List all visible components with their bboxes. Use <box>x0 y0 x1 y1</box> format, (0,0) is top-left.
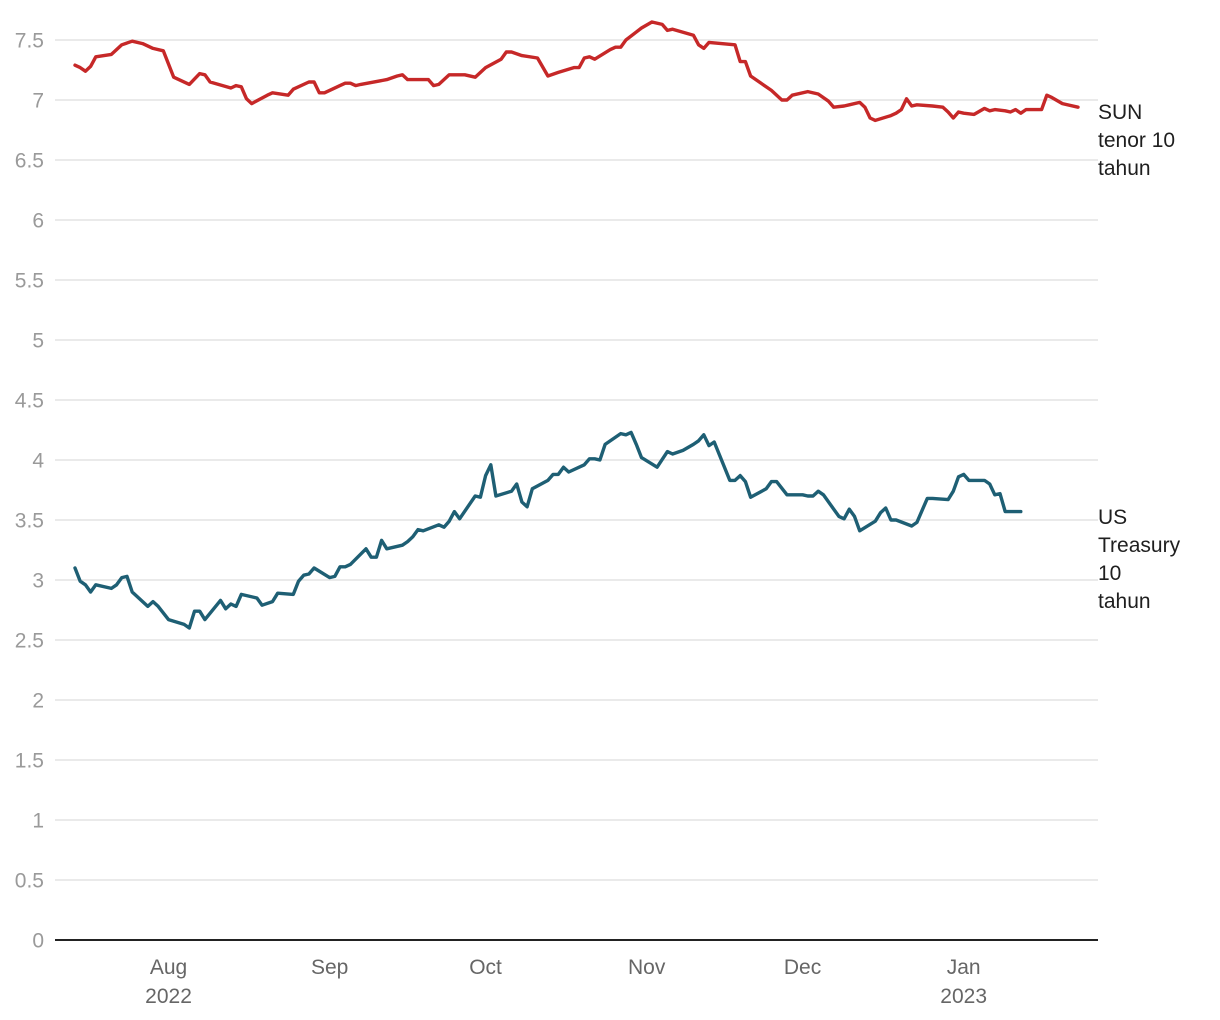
series-lines <box>73 20 1080 630</box>
y-tick-label: 6 <box>32 210 44 233</box>
y-tick-label: 2.5 <box>15 630 44 653</box>
ust-10y-line <box>73 430 1023 630</box>
x-tick-label: Aug <box>150 956 187 979</box>
y-tick-label: 6.5 <box>15 150 44 173</box>
series-label: SUN <box>1098 101 1142 124</box>
y-tick-label: 5 <box>32 330 44 353</box>
x-tick-label: Sep <box>311 956 348 979</box>
y-axis-ticks: 0 0.5 1 1.5 2 2.5 3 3.5 4 4.5 5 5.5 6 6.5 7 7.5 <box>15 30 45 953</box>
y-tick-label: 7 <box>32 90 44 113</box>
y-tick-label: 7.5 <box>15 30 44 53</box>
gridlines <box>55 39 1098 881</box>
series-label: tahun <box>1098 157 1151 180</box>
y-tick-label: 0.5 <box>15 870 44 893</box>
x-tick-year-label: 2023 <box>940 985 987 1008</box>
series-labels: SUN tenor 10 tahun US Treasury 10 tahun <box>1098 101 1181 613</box>
y-tick-label: 3.5 <box>15 510 44 533</box>
x-tick-label: Dec <box>784 956 821 979</box>
x-tick-label: Nov <box>628 956 666 979</box>
series-label: 10 <box>1098 562 1121 585</box>
x-tick-year-label: 2022 <box>145 985 192 1008</box>
y-tick-label: 3 <box>32 570 44 593</box>
sun-10y-line <box>73 20 1080 123</box>
series-label: US <box>1098 506 1127 529</box>
x-axis-ticks: Aug 2022 Sep Oct Nov Dec Jan 2023 <box>145 956 987 1008</box>
y-tick-label: 5.5 <box>15 270 44 293</box>
y-tick-label: 1.5 <box>15 750 44 773</box>
x-tick-label: Jan <box>947 956 981 979</box>
y-tick-label: 4 <box>32 450 44 473</box>
x-tick-label: Oct <box>469 956 502 979</box>
series-label: tahun <box>1098 590 1151 613</box>
y-tick-label: 1 <box>32 810 44 833</box>
y-tick-label: 4.5 <box>15 390 44 413</box>
y-tick-label: 2 <box>32 690 44 713</box>
series-label: Treasury <box>1098 534 1181 557</box>
series-label: tenor 10 <box>1098 129 1175 152</box>
y-tick-label: 0 <box>32 930 44 953</box>
